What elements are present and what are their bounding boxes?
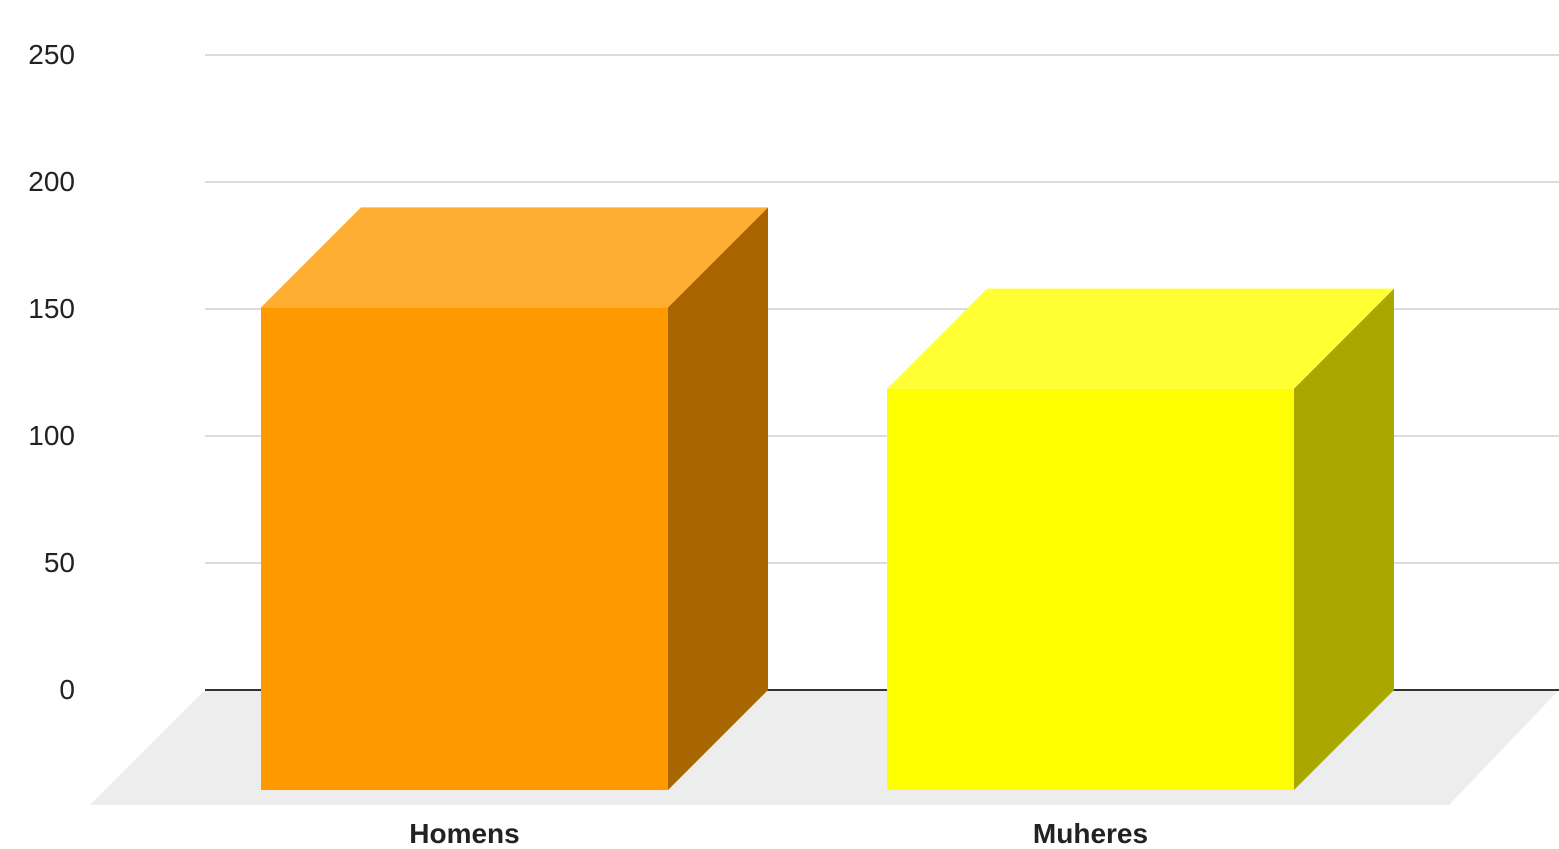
bar-top-face (887, 288, 1394, 389)
y-tick-label: 200 (28, 166, 75, 197)
y-tick-label: 100 (28, 420, 75, 451)
y-tick-label: 50 (44, 547, 75, 578)
x-tick-label: Homens (409, 818, 519, 849)
y-tick-label: 0 (59, 674, 75, 705)
y-tick-label: 150 (28, 293, 75, 324)
y-tick-label: 250 (28, 39, 75, 70)
x-tick-label: Muheres (1033, 818, 1148, 849)
bar-muheres (887, 288, 1394, 790)
bar-side-face (1294, 288, 1394, 790)
y-axis: 0 50 100 150 200 250 (28, 39, 75, 705)
bar-homens (261, 207, 768, 790)
bar-front-face (887, 388, 1294, 790)
bars (261, 207, 1394, 790)
bar-top-face (261, 207, 768, 308)
category-labels: Homens Muheres (409, 818, 1148, 849)
bar-front-face (261, 307, 668, 790)
bar-side-face (668, 207, 768, 790)
